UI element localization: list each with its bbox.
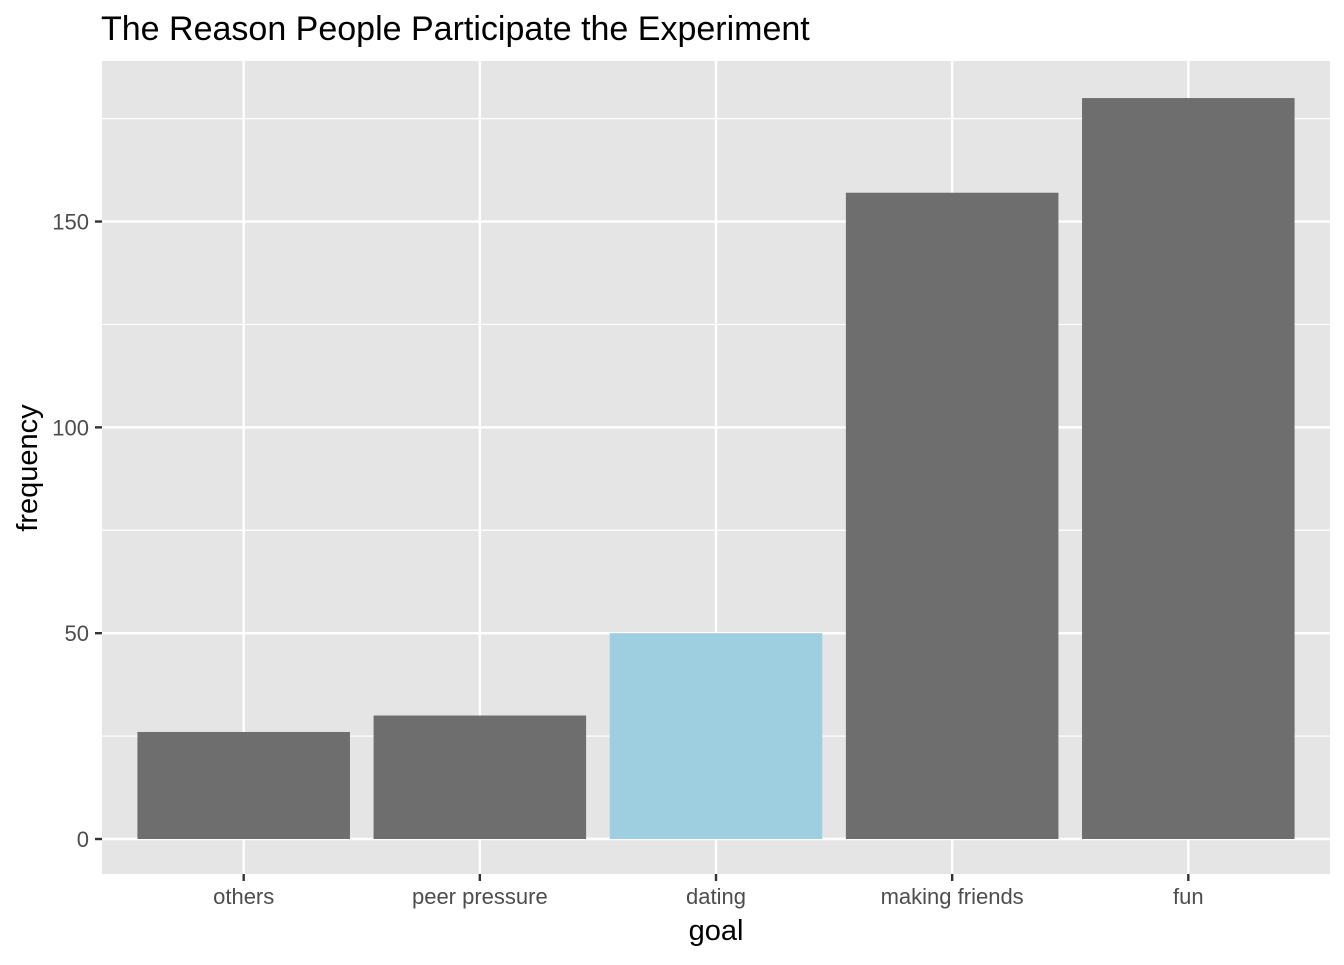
x-tick-label: others: [213, 884, 274, 909]
x-axis: others peer pressure dating making friends f…: [213, 874, 1204, 909]
bar-fun: [1082, 98, 1295, 840]
y-axis: 0 50 100 150: [52, 210, 102, 852]
x-tick-label: dating: [686, 884, 746, 909]
bar-making-friends: [845, 192, 1059, 840]
x-tick-label: fun: [1173, 884, 1204, 909]
y-tick-label: 150: [52, 210, 89, 235]
bars: [137, 98, 1295, 840]
x-axis-title: goal: [689, 915, 744, 947]
bar-peer-pressure: [373, 715, 587, 840]
y-axis-title: frequency: [12, 404, 44, 532]
x-tick-label: peer pressure: [412, 884, 548, 909]
y-tick-label: 0: [77, 827, 89, 852]
chart-title: The Reason People Participate the Experi…: [101, 10, 810, 48]
x-tick-label: making friends: [881, 884, 1024, 909]
y-tick-label: 50: [65, 621, 89, 646]
bar-others: [137, 731, 350, 840]
bar-dating: [609, 633, 823, 840]
y-tick-label: 100: [52, 415, 89, 440]
